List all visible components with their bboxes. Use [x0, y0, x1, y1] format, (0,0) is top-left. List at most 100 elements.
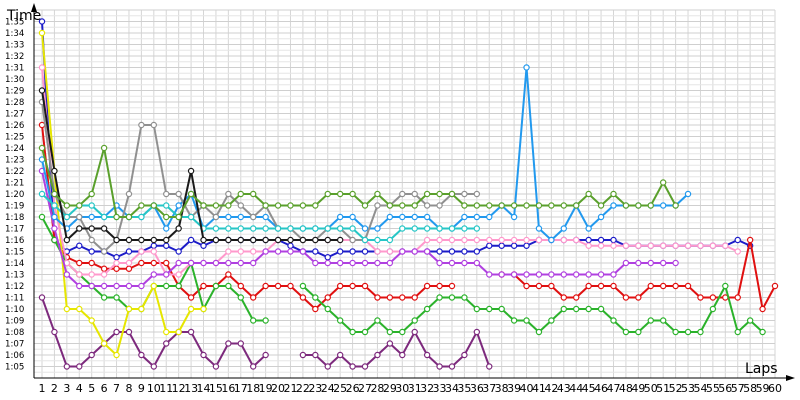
data-point	[349, 248, 356, 255]
data-point	[225, 225, 232, 232]
data-point	[597, 213, 605, 221]
x-tick-label: 19	[259, 382, 273, 395]
y-tick-label: 1:34	[5, 29, 24, 39]
data-point	[175, 225, 182, 232]
data-point	[150, 202, 158, 209]
x-tick-label: 53	[681, 382, 695, 395]
data-point	[535, 202, 543, 209]
y-tick-label: 1:11	[5, 294, 24, 304]
data-point	[336, 248, 344, 255]
data-point	[361, 248, 369, 255]
data-point	[163, 225, 170, 232]
data-point	[38, 87, 46, 94]
data-point	[125, 265, 133, 272]
data-point	[250, 225, 257, 232]
data-point	[349, 363, 356, 370]
data-point	[88, 317, 95, 324]
data-point	[635, 259, 642, 267]
data-point	[187, 328, 195, 336]
y-tick-label: 1:07	[5, 340, 24, 350]
series-4	[38, 294, 493, 370]
data-point	[498, 271, 505, 278]
y-tick-label: 1:10	[5, 305, 24, 315]
y-tick-label: 1:15	[5, 248, 24, 258]
data-point	[113, 294, 120, 301]
data-point	[399, 190, 406, 198]
data-point	[175, 328, 182, 336]
data-point	[436, 259, 443, 267]
data-point	[622, 242, 630, 249]
data-point	[461, 248, 468, 255]
data-point	[386, 259, 394, 267]
y-tick-label: 1:16	[5, 236, 24, 246]
series-line	[41, 21, 751, 259]
y-tick-label: 1:23	[5, 156, 24, 166]
data-point	[299, 202, 307, 209]
data-point	[535, 282, 543, 290]
data-point	[684, 282, 692, 290]
x-tick-label: 49	[631, 382, 645, 395]
x-tick-label: 29	[383, 382, 397, 395]
x-tick-label: 3	[63, 382, 70, 395]
data-point	[324, 259, 331, 267]
data-point	[324, 305, 331, 313]
x-tick-label: 42	[544, 382, 558, 395]
data-point	[125, 213, 133, 221]
data-point	[709, 305, 717, 313]
data-point	[560, 305, 567, 313]
data-point	[523, 202, 530, 209]
data-point	[622, 202, 630, 209]
data-point	[635, 242, 642, 249]
data-point	[523, 317, 530, 324]
data-point	[510, 317, 518, 324]
data-point	[200, 202, 207, 209]
data-point	[448, 282, 456, 290]
data-point	[523, 242, 530, 249]
data-point	[759, 328, 766, 336]
data-point	[722, 282, 729, 290]
data-point	[411, 190, 418, 198]
data-point	[411, 328, 418, 336]
x-tick-label: 35	[457, 382, 471, 395]
data-point	[436, 294, 443, 301]
data-point	[684, 328, 692, 336]
data-point	[659, 282, 667, 290]
y-tick-label: 1:33	[5, 41, 24, 51]
data-point	[163, 242, 170, 249]
data-point	[225, 248, 232, 255]
data-point	[386, 294, 394, 301]
data-point	[88, 259, 95, 267]
data-point	[461, 294, 468, 301]
x-tick-label: 28	[370, 382, 384, 395]
data-point	[697, 328, 704, 336]
data-point	[374, 202, 381, 209]
y-tick-label: 1:22	[5, 167, 24, 177]
data-point	[125, 236, 133, 244]
data-point	[759, 305, 766, 313]
data-point	[63, 202, 71, 209]
x-tick-label: 37	[482, 382, 496, 395]
x-tick-label: 38	[495, 382, 509, 395]
data-point	[597, 202, 605, 209]
data-point	[386, 328, 394, 336]
data-point	[262, 351, 269, 359]
data-point	[399, 225, 406, 232]
data-point	[461, 236, 468, 244]
data-point	[510, 202, 518, 209]
data-point	[448, 363, 456, 370]
data-point	[287, 282, 294, 290]
data-point	[88, 236, 95, 244]
data-point	[659, 259, 667, 267]
data-point	[200, 236, 207, 244]
data-point	[88, 225, 95, 232]
series-line	[302, 331, 491, 368]
data-point	[113, 282, 120, 290]
data-point	[175, 213, 182, 221]
x-tick-label: 1	[39, 382, 46, 395]
data-point	[200, 305, 207, 313]
x-tick-label: 40	[520, 382, 534, 395]
data-point	[436, 236, 443, 244]
data-point	[138, 351, 145, 359]
data-point	[324, 190, 331, 198]
data-point	[510, 213, 518, 221]
